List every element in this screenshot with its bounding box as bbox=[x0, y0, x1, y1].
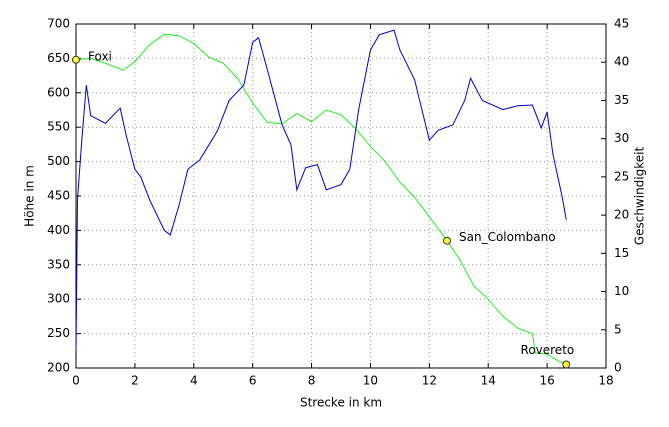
x-tick-label: 2 bbox=[131, 374, 139, 388]
x-tick-label: 16 bbox=[539, 374, 554, 388]
y2-tick-label: 20 bbox=[614, 208, 629, 222]
y2-tick-label: 30 bbox=[614, 131, 629, 145]
y-tick-label: 650 bbox=[47, 51, 70, 65]
y2-tick-label: 5 bbox=[614, 322, 622, 336]
y-axis-label: Höhe in m bbox=[23, 165, 37, 227]
point-marker bbox=[72, 55, 80, 64]
point-label: Foxi bbox=[88, 49, 112, 63]
x-tick-label: 4 bbox=[190, 374, 198, 388]
y-tick-label: 550 bbox=[47, 120, 70, 134]
data-line bbox=[75, 33, 567, 366]
y-tick-label: 350 bbox=[47, 257, 70, 271]
y2-tick-label: 45 bbox=[614, 17, 629, 31]
plot-frame bbox=[75, 23, 607, 369]
x-axis-label: Strecke in km bbox=[300, 396, 382, 410]
y-tick-label: 450 bbox=[47, 189, 70, 203]
x-tick-label: 0 bbox=[72, 374, 80, 388]
x-tick-label: 14 bbox=[481, 374, 496, 388]
x-tick-label: 12 bbox=[422, 374, 437, 388]
point-marker bbox=[562, 360, 571, 369]
point-label: San_Colombano bbox=[459, 230, 556, 244]
y2-tick-label: 35 bbox=[614, 93, 629, 107]
y2-tick-label: 0 bbox=[614, 361, 622, 375]
y2-tick-label: 40 bbox=[614, 55, 629, 69]
data-line bbox=[75, 29, 567, 350]
y-tick-label: 400 bbox=[47, 223, 70, 237]
y-tick-label: 700 bbox=[47, 17, 70, 31]
x-tick-label: 18 bbox=[598, 374, 613, 388]
y-tick-label: 200 bbox=[47, 361, 70, 375]
y-tick-label: 500 bbox=[47, 154, 70, 168]
y2-tick-label: 10 bbox=[614, 284, 629, 298]
point-label: Rovereto bbox=[521, 343, 575, 357]
y2-tick-label: 15 bbox=[614, 246, 629, 260]
point-marker bbox=[443, 236, 451, 245]
y2-axis-label: Geschwindigkeit bbox=[633, 147, 647, 246]
y-tick-label: 250 bbox=[47, 326, 70, 340]
x-tick-label: 6 bbox=[249, 374, 257, 388]
x-tick-label: 10 bbox=[363, 374, 378, 388]
y2-tick-label: 25 bbox=[614, 169, 629, 183]
x-tick-label: 8 bbox=[308, 374, 316, 388]
y-tick-label: 600 bbox=[47, 85, 70, 99]
y-tick-label: 300 bbox=[47, 292, 70, 306]
